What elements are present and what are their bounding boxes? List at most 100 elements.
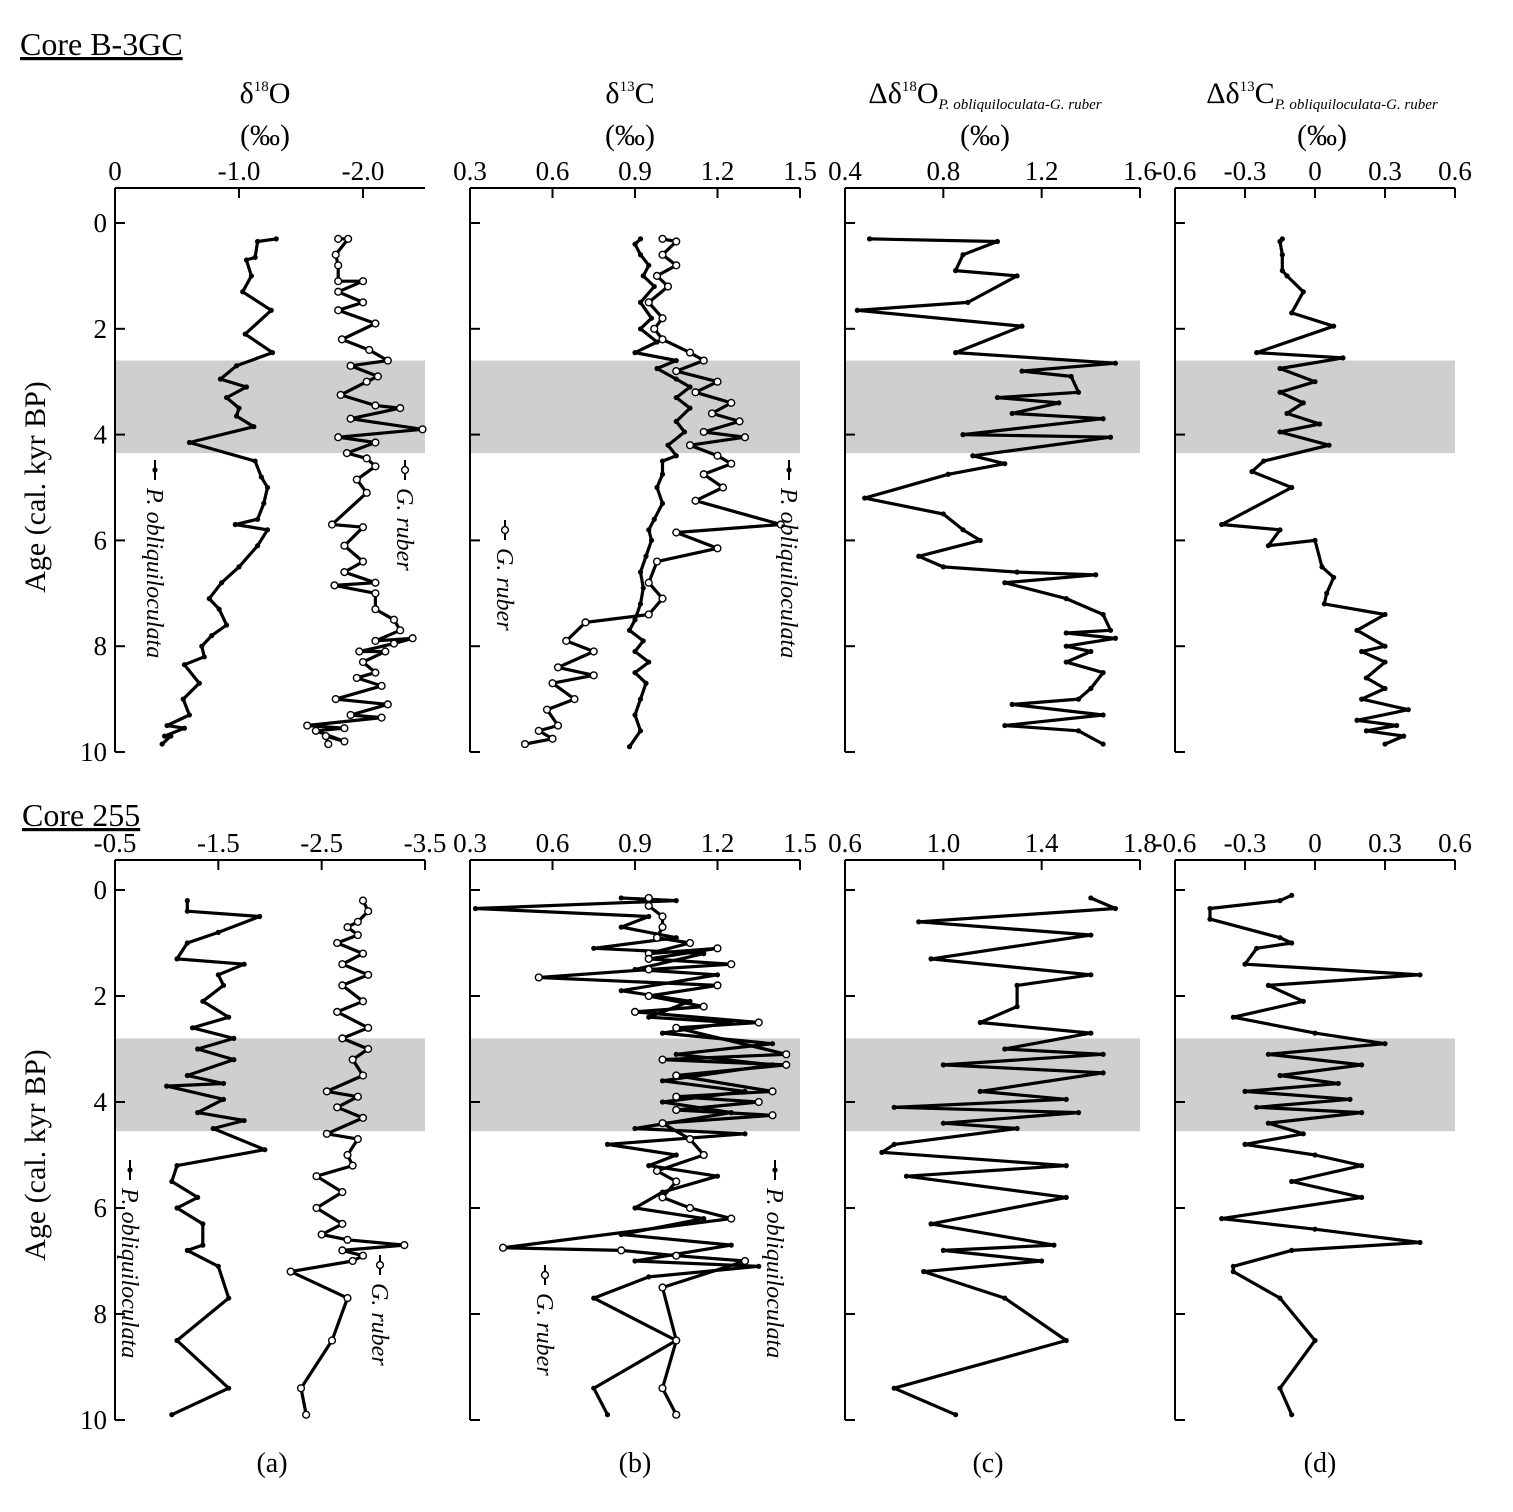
data-point <box>184 898 190 904</box>
data-point <box>1279 252 1285 258</box>
data-point <box>1312 1226 1318 1232</box>
data-point <box>644 954 653 964</box>
data-point <box>1056 400 1062 406</box>
data-point <box>255 238 261 245</box>
data-point <box>643 680 649 686</box>
data-point <box>953 350 959 356</box>
data-point <box>658 922 667 932</box>
series-line-1 <box>524 237 783 746</box>
data-point <box>713 377 722 386</box>
data-point <box>740 1256 750 1266</box>
data-point <box>672 528 681 537</box>
data-point <box>768 1087 777 1096</box>
data-point <box>333 1103 342 1112</box>
data-point <box>672 1177 681 1186</box>
data-point <box>331 694 340 704</box>
data-point <box>1249 469 1255 475</box>
data-point <box>632 670 638 676</box>
data-point <box>1331 574 1337 581</box>
data-point <box>1230 1269 1236 1275</box>
x-tick-label: 0 <box>108 156 122 186</box>
panel-b3gc-1: 0.3 0.6 0.9 1.2 1.5 <box>453 156 817 753</box>
data-point <box>264 527 271 533</box>
data-point <box>1019 323 1025 329</box>
data-point <box>553 721 563 730</box>
data-point <box>286 1267 295 1276</box>
data-point <box>1277 429 1283 435</box>
data-point <box>358 298 368 307</box>
data-point <box>377 681 386 690</box>
data-point <box>1063 630 1069 636</box>
data-point <box>713 451 722 460</box>
data-point <box>364 970 373 979</box>
data-point <box>164 1083 170 1089</box>
data-point <box>241 1117 247 1124</box>
data-point <box>665 442 671 448</box>
panel-b3gc-3: -0.6 -0.3 0 0.3 0.6 <box>1154 156 1472 753</box>
data-point <box>344 234 353 243</box>
data-point <box>371 462 380 471</box>
data-point <box>659 1099 666 1105</box>
data-point <box>1312 1030 1318 1036</box>
header-sub: P. obliquiloculata-G. ruber <box>1274 97 1438 113</box>
data-point <box>618 924 624 930</box>
data-point <box>640 585 646 591</box>
data-point <box>346 361 355 370</box>
series-line-0 <box>165 900 267 1417</box>
panel-255-2: 0.6 1.0 1.4 1.8 <box>828 828 1157 1421</box>
data-point <box>630 1007 640 1017</box>
legend-marker <box>400 465 410 475</box>
x-tick-label: 1.5 <box>783 156 817 186</box>
data-point <box>658 314 667 323</box>
data-point <box>1312 1152 1318 1158</box>
data-point <box>1277 1295 1283 1301</box>
data-point <box>1382 611 1388 618</box>
data-point <box>200 1242 206 1248</box>
data-point <box>714 972 721 978</box>
data-point <box>169 1178 175 1185</box>
data-point <box>548 734 557 743</box>
data-point <box>672 237 681 246</box>
x-tick-label: 0.6 <box>536 828 570 858</box>
data-point <box>644 893 653 903</box>
data-point <box>174 1337 180 1344</box>
species-legend: G. ruber <box>391 460 417 571</box>
data-point <box>224 622 230 628</box>
data-point <box>591 1295 597 1301</box>
header-main: δ <box>240 77 254 110</box>
data-point <box>879 1149 885 1155</box>
data-point <box>1100 670 1106 676</box>
header-sup: 13 <box>1240 79 1255 95</box>
data-point <box>685 1134 695 1144</box>
data-point <box>591 1385 597 1391</box>
data-point <box>362 454 371 463</box>
data-point <box>358 657 368 667</box>
species-label: G. ruber <box>491 548 517 631</box>
data-point <box>302 1410 311 1419</box>
data-point <box>334 306 343 315</box>
data-point <box>1254 945 1260 951</box>
data-point <box>644 298 653 307</box>
data-point <box>1107 434 1114 440</box>
data-point <box>353 1134 362 1144</box>
data-point <box>233 363 240 369</box>
panel-header-unit-2: (‰) <box>960 119 1010 152</box>
data-point <box>330 581 339 590</box>
header-main: δ <box>605 77 619 110</box>
data-point <box>184 908 190 914</box>
panel-header-unit-1: (‰) <box>605 119 655 152</box>
data-point <box>673 376 679 382</box>
data-point <box>1219 1216 1225 1222</box>
data-point <box>210 1125 216 1132</box>
data-point <box>728 1242 734 1248</box>
data-point <box>1002 580 1008 586</box>
data-point <box>672 1092 681 1101</box>
data-point <box>534 973 543 982</box>
data-point <box>331 250 340 259</box>
data-point <box>174 1205 180 1211</box>
species-label: P. obliquiloculata <box>775 487 801 658</box>
data-point <box>389 615 399 624</box>
data-point <box>186 439 192 446</box>
data-point <box>658 912 667 921</box>
data-point <box>1277 238 1283 245</box>
